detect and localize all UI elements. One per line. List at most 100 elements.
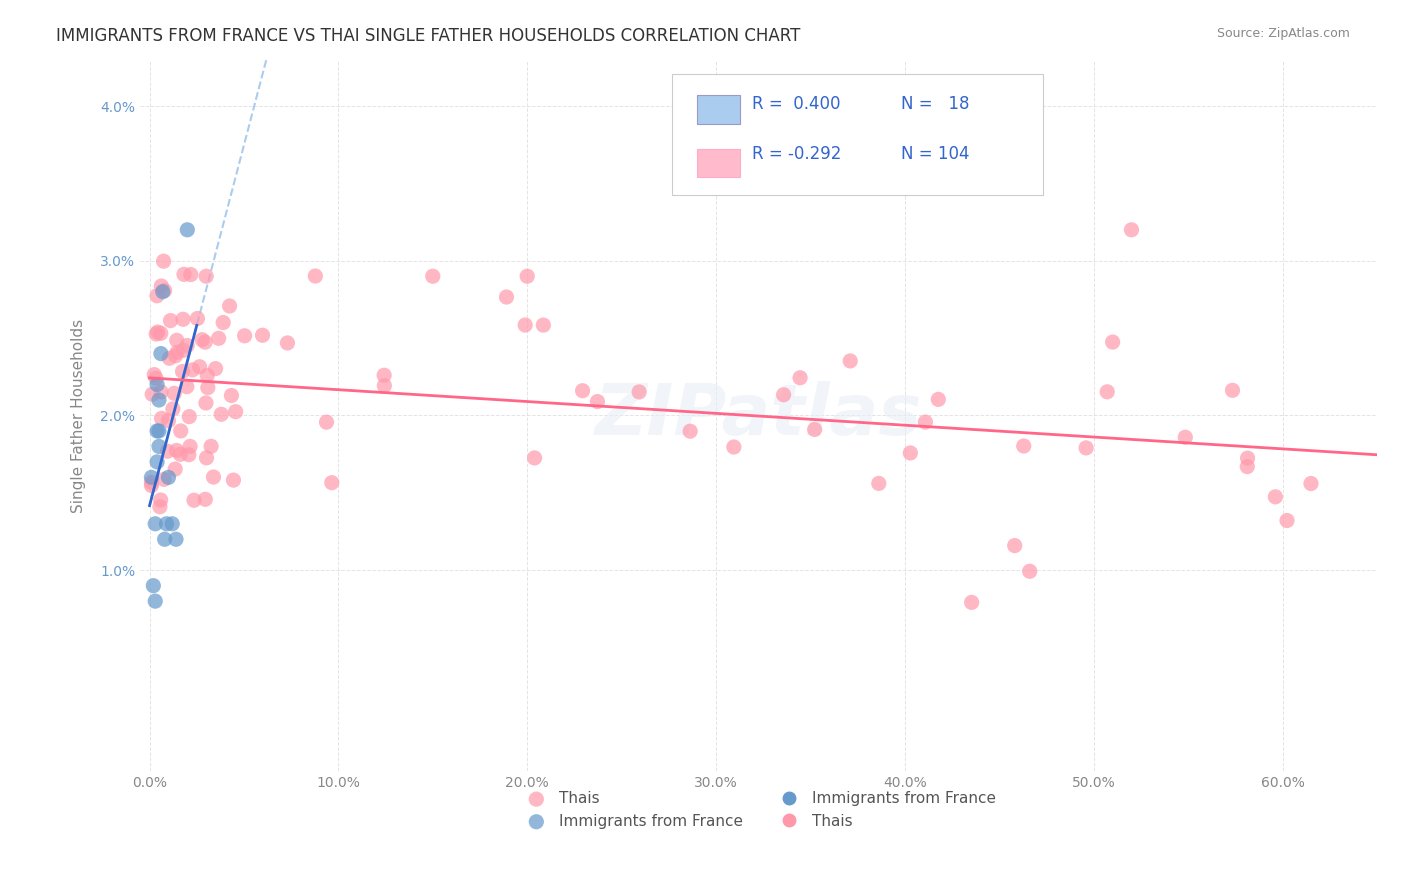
Thais bbox=[157, 351, 180, 366]
Thais bbox=[181, 363, 204, 377]
Immigrants from France bbox=[143, 516, 166, 531]
Thais bbox=[146, 325, 169, 339]
Thais bbox=[149, 493, 172, 508]
Text: Source: ZipAtlas.com: Source: ZipAtlas.com bbox=[1216, 27, 1350, 40]
Thais bbox=[1095, 384, 1118, 399]
Thais bbox=[145, 326, 167, 341]
Thais bbox=[1236, 459, 1258, 474]
Thais bbox=[153, 472, 176, 486]
Thais bbox=[191, 333, 214, 347]
Thais bbox=[183, 493, 205, 508]
Thais bbox=[304, 268, 326, 283]
Thais bbox=[628, 384, 651, 399]
Thais bbox=[1012, 439, 1035, 453]
Thais bbox=[209, 407, 232, 421]
Thais bbox=[1275, 514, 1298, 528]
Thais bbox=[157, 414, 180, 428]
Thais bbox=[233, 328, 256, 343]
Thais bbox=[200, 439, 222, 453]
Thais bbox=[1074, 441, 1097, 455]
Thais bbox=[195, 269, 218, 284]
Legend: Thais, Immigrants from France, Immigrants from France, Thais: Thais, Immigrants from France, Immigrant… bbox=[515, 785, 1002, 835]
Thais bbox=[515, 318, 537, 332]
Thais bbox=[165, 349, 187, 363]
Thais bbox=[172, 343, 194, 358]
Immigrants from France bbox=[155, 516, 177, 531]
Thais bbox=[1004, 539, 1026, 553]
Immigrants from France bbox=[148, 424, 170, 438]
FancyBboxPatch shape bbox=[672, 74, 1043, 194]
Thais bbox=[679, 424, 702, 438]
Y-axis label: Single Father Households: Single Father Households bbox=[72, 318, 86, 513]
Thais bbox=[141, 387, 163, 401]
Thais bbox=[772, 388, 794, 402]
Thais bbox=[803, 422, 825, 436]
Thais bbox=[868, 476, 890, 491]
Thais bbox=[152, 254, 174, 268]
Thais bbox=[1121, 223, 1143, 237]
Thais bbox=[163, 386, 186, 401]
Immigrants from France bbox=[160, 516, 183, 531]
Thais bbox=[150, 411, 173, 425]
Thais bbox=[839, 354, 862, 368]
Thais bbox=[1018, 564, 1040, 578]
Thais bbox=[172, 312, 194, 326]
Thais bbox=[176, 338, 198, 352]
Thais bbox=[208, 331, 231, 345]
Thais bbox=[186, 311, 208, 326]
Thais bbox=[222, 473, 245, 487]
Thais bbox=[212, 316, 235, 330]
Immigrants from France bbox=[149, 346, 172, 360]
Immigrants from France bbox=[165, 533, 187, 547]
Thais bbox=[153, 284, 176, 298]
Thais bbox=[225, 405, 247, 419]
Thais bbox=[723, 440, 745, 454]
Thais bbox=[166, 345, 188, 359]
Immigrants from France bbox=[176, 223, 198, 237]
Thais bbox=[789, 370, 811, 384]
Thais bbox=[194, 492, 217, 507]
Thais bbox=[898, 446, 921, 460]
Thais bbox=[172, 364, 194, 378]
Bar bbox=[697, 95, 740, 124]
Bar bbox=[697, 149, 740, 177]
Thais bbox=[149, 326, 172, 341]
Thais bbox=[373, 368, 395, 383]
Thais bbox=[1264, 490, 1286, 504]
Text: ZIPatlas: ZIPatlas bbox=[595, 381, 922, 450]
Thais bbox=[586, 394, 609, 409]
Thais bbox=[165, 462, 187, 476]
Thais bbox=[516, 269, 538, 284]
Thais bbox=[531, 318, 554, 332]
Thais bbox=[1299, 476, 1322, 491]
Thais bbox=[194, 335, 217, 350]
Thais bbox=[176, 379, 198, 393]
Text: N = 104: N = 104 bbox=[901, 145, 969, 163]
Thais bbox=[141, 475, 163, 490]
Thais bbox=[202, 470, 225, 484]
Thais bbox=[195, 450, 218, 465]
Immigrants from France bbox=[152, 285, 174, 299]
Thais bbox=[276, 335, 298, 350]
Thais bbox=[321, 475, 343, 490]
Thais bbox=[179, 439, 201, 453]
Thais bbox=[179, 409, 201, 424]
Thais bbox=[204, 361, 226, 376]
Immigrants from France bbox=[146, 377, 169, 392]
Thais bbox=[197, 381, 219, 395]
Thais bbox=[495, 290, 517, 304]
Thais bbox=[571, 384, 593, 398]
Thais bbox=[159, 313, 181, 327]
Thais bbox=[166, 334, 188, 348]
Thais bbox=[169, 447, 191, 461]
Thais bbox=[170, 424, 193, 438]
Immigrants from France bbox=[146, 455, 169, 469]
Text: R = -0.292: R = -0.292 bbox=[752, 145, 842, 163]
Thais bbox=[141, 478, 163, 492]
Thais bbox=[1101, 334, 1123, 349]
Thais bbox=[523, 450, 546, 465]
Thais bbox=[149, 500, 172, 514]
Thais bbox=[1222, 384, 1244, 398]
Immigrants from France bbox=[142, 579, 165, 593]
Text: IMMIGRANTS FROM FRANCE VS THAI SINGLE FATHER HOUSEHOLDS CORRELATION CHART: IMMIGRANTS FROM FRANCE VS THAI SINGLE FA… bbox=[56, 27, 800, 45]
